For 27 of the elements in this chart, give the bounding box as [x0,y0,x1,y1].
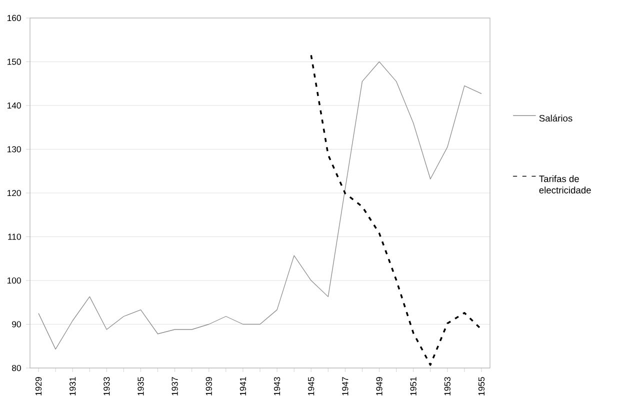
x-tick-label: 1949 [376,377,382,396]
x-tick-label: 1947 [342,377,348,396]
x-tick-label: 1951 [410,377,416,396]
x-tick-label: 1929 [35,377,42,396]
legend-label: Tarifas de electricidade [539,175,591,194]
line-series [38,61,482,350]
x-tick-label: 1953 [444,377,450,396]
x-tick-label: 1945 [308,377,314,396]
x-tick-label: 1941 [240,377,246,396]
x-tick-label: 1943 [274,377,280,396]
x-tick-label: 1939 [206,377,212,396]
x-tick-label: 1931 [70,377,76,396]
y-tick-label: 90 [12,321,21,328]
y-tick-label: 110 [8,234,21,240]
y-tick-label: 140 [8,102,21,109]
y-tick-label: 130 [8,146,21,152]
y-tick-label: 150 [8,58,21,65]
x-tick-label: 1935 [138,377,144,396]
line-series [310,54,482,366]
y-tick-label: 80 [12,364,21,372]
y-tick-label: 160 [8,14,21,22]
x-tick-label: 1955 [478,377,485,396]
y-tick-label: 100 [8,277,21,284]
x-tick-label: 1937 [172,377,178,396]
legend-label: Salários [539,114,572,122]
y-tick-label: 120 [8,190,21,196]
x-tick-label: 1933 [104,377,110,396]
